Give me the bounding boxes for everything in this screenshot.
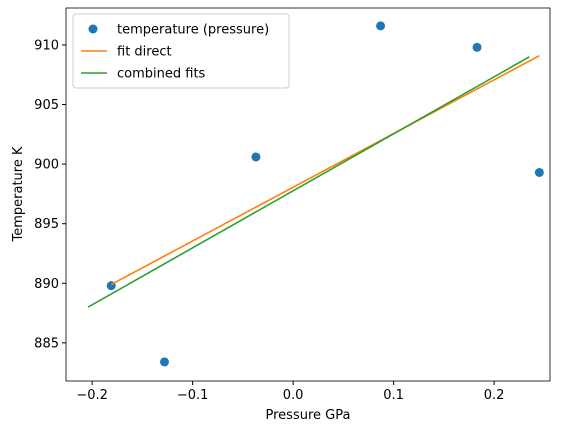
x-tick-label: 0.0 [283,388,304,403]
legend-box [72,13,290,89]
x-tick-label: −0.2 [76,388,108,403]
x-tick-label: 0.1 [383,388,404,403]
line [87,56,530,308]
x-axis-label: Pressure GPa [266,408,351,423]
y-tick-label: 895 [34,217,59,232]
legend-label: fit direct [117,45,172,60]
y-tick-label: 890 [34,277,59,292]
point [472,42,482,52]
legend-label: temperature (pressure) [117,23,269,38]
point [159,357,169,367]
point [251,152,261,162]
point [376,21,386,31]
plot-frame [65,7,551,382]
y-axis-label: Temperature K [11,146,26,242]
legend-label: combined fits [117,67,206,82]
y-tick-label: 905 [34,98,59,113]
legend-marker [88,24,98,34]
x-tick-label: 0.2 [484,388,505,403]
x-tick-label: −0.1 [177,388,209,403]
y-tick-label: 885 [34,336,59,351]
point [534,167,544,177]
y-tick-label: 900 [34,158,59,173]
y-tick-label: 910 [34,38,59,53]
line [110,54,540,286]
